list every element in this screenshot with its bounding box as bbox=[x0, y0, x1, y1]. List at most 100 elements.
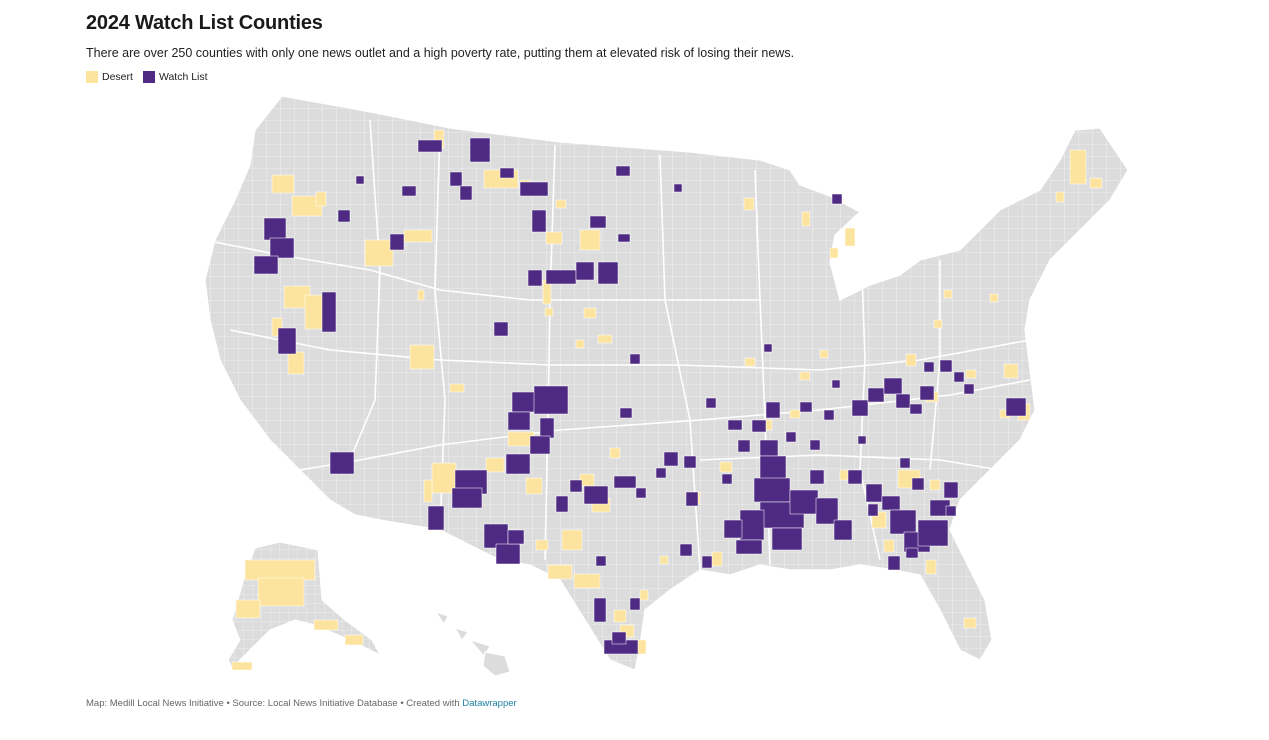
watch-list-county-cluster bbox=[617, 233, 631, 243]
desert-county-cluster bbox=[905, 353, 917, 367]
watch-list-county-cluster bbox=[519, 181, 549, 197]
watch-list-county-cluster bbox=[857, 435, 867, 445]
datawrapper-link[interactable]: Datawrapper bbox=[462, 698, 517, 709]
watch-list-county-cluster bbox=[329, 451, 355, 475]
legend-swatch-desert bbox=[86, 71, 98, 83]
watch-list-county-cluster bbox=[905, 547, 919, 559]
watch-list-county-cluster bbox=[847, 469, 863, 485]
watch-list-county-cluster bbox=[531, 209, 547, 233]
watch-list-county-cluster bbox=[589, 215, 607, 229]
watch-list-county-cluster bbox=[683, 455, 697, 469]
watch-list-county-cluster bbox=[583, 485, 609, 505]
watch-list-county-cluster bbox=[881, 495, 901, 511]
legend-item-desert: Desert bbox=[86, 71, 133, 83]
desert-county-cluster bbox=[933, 319, 943, 329]
desert-county-cluster bbox=[315, 191, 327, 207]
watch-list-county-cluster bbox=[945, 505, 957, 517]
watch-list-county-cluster bbox=[831, 193, 843, 205]
watch-list-county-cluster bbox=[943, 481, 959, 499]
watch-list-county-cluster bbox=[459, 185, 473, 201]
chart-footer: Map: Medill Local News Initiative • Sour… bbox=[86, 698, 517, 709]
desert-county-cluster bbox=[943, 289, 953, 299]
watch-list-county-cluster bbox=[867, 387, 885, 403]
desert-county-cluster bbox=[235, 599, 261, 619]
chart-subtitle: There are over 250 counties with only on… bbox=[86, 46, 795, 60]
watch-list-county-cluster bbox=[679, 543, 693, 557]
watch-list-county-cluster bbox=[883, 377, 903, 395]
desert-county-cluster bbox=[963, 617, 977, 629]
watch-list-county-cluster bbox=[759, 455, 787, 481]
desert-county-cluster bbox=[271, 174, 295, 194]
watch-list-county-cluster bbox=[809, 469, 825, 485]
desert-county-cluster bbox=[409, 344, 435, 370]
desert-county-cluster bbox=[1055, 191, 1065, 203]
desert-county-cluster bbox=[575, 339, 585, 349]
watch-list-county-cluster bbox=[527, 269, 543, 287]
watch-list-county-cluster bbox=[337, 209, 351, 223]
desert-county-cluster bbox=[525, 477, 543, 495]
desert-county-cluster bbox=[545, 231, 563, 245]
watch-list-county-cluster bbox=[799, 401, 813, 413]
hawaii-shape bbox=[434, 611, 511, 677]
desert-county-cluster bbox=[989, 293, 999, 303]
watch-list-county-cluster bbox=[759, 439, 779, 457]
desert-county-cluster bbox=[819, 349, 829, 359]
watch-list-county-cluster bbox=[785, 431, 797, 443]
desert-county-cluster bbox=[579, 229, 601, 251]
desert-county-cluster bbox=[659, 555, 669, 565]
desert-county-cluster bbox=[313, 619, 339, 631]
watch-list-county-cluster bbox=[763, 343, 773, 353]
watch-list-county-cluster bbox=[629, 597, 641, 611]
watch-list-county-cluster bbox=[269, 237, 295, 259]
watch-list-county-cluster bbox=[753, 477, 791, 503]
watch-list-county-cluster bbox=[449, 171, 463, 187]
watch-list-county-cluster bbox=[735, 539, 763, 555]
watch-list-county-cluster bbox=[823, 409, 835, 421]
legend-label-watch-list: Watch List bbox=[158, 71, 208, 83]
desert-county-cluster bbox=[423, 479, 433, 503]
desert-county-cluster bbox=[485, 457, 505, 473]
watch-list-county-cluster bbox=[629, 353, 641, 365]
watch-list-county-cluster bbox=[673, 183, 683, 193]
desert-county-cluster bbox=[555, 199, 567, 209]
watch-list-county-cluster bbox=[917, 519, 949, 547]
desert-county-cluster bbox=[613, 609, 627, 623]
desert-county-cluster bbox=[789, 409, 801, 419]
watch-list-county-cluster bbox=[919, 385, 935, 401]
watch-list-county-cluster bbox=[723, 519, 743, 539]
watch-list-county-cluster bbox=[545, 269, 577, 285]
watch-list-county-cluster bbox=[701, 555, 713, 569]
watch-list-county-cluster bbox=[507, 411, 531, 431]
watch-list-county-cluster bbox=[953, 371, 965, 383]
watch-list-county-cluster bbox=[963, 383, 975, 395]
desert-county-cluster bbox=[1089, 177, 1103, 189]
watch-list-county-cluster bbox=[705, 397, 717, 409]
desert-county-cluster bbox=[883, 539, 895, 553]
legend-item-watch-list: Watch List bbox=[142, 71, 208, 83]
desert-counties bbox=[231, 129, 1103, 671]
watch-list-county-cluster bbox=[539, 417, 555, 439]
desert-county-cluster bbox=[597, 334, 613, 344]
desert-county-cluster bbox=[547, 564, 573, 580]
watch-list-county-cluster bbox=[277, 327, 297, 355]
desert-county-cluster bbox=[344, 634, 364, 646]
watch-list-county-cluster bbox=[771, 527, 803, 551]
desert-county-cluster bbox=[535, 539, 549, 551]
watch-list-county-cluster bbox=[597, 261, 619, 285]
watch-list-county-cluster bbox=[655, 467, 667, 479]
watch-list-county-cluster bbox=[739, 509, 765, 541]
desert-county-cluster bbox=[925, 559, 937, 575]
watch-list-county-cluster bbox=[737, 439, 751, 453]
desert-county-cluster bbox=[244, 559, 316, 581]
watch-list-county-cluster bbox=[569, 479, 583, 493]
watch-list-county-cluster bbox=[321, 291, 337, 333]
desert-county-cluster bbox=[839, 469, 849, 481]
legend-label-desert: Desert bbox=[102, 71, 133, 83]
watch-list-county-cluster bbox=[507, 529, 525, 545]
desert-county-cluster bbox=[1069, 149, 1087, 185]
desert-county-cluster bbox=[639, 589, 649, 601]
watch-list-county-cluster bbox=[635, 487, 647, 499]
watch-list-county-cluster bbox=[911, 477, 925, 491]
